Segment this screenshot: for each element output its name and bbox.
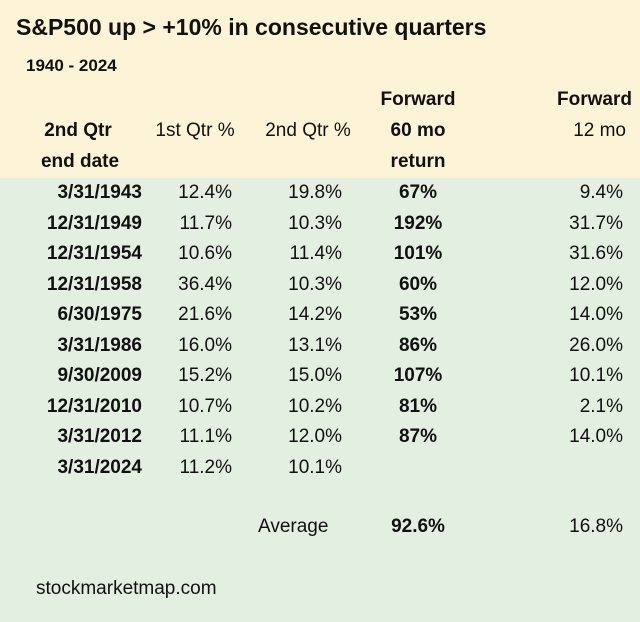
header-band [0, 0, 640, 178]
header-fwd12-line2: 12 mo [573, 120, 626, 141]
cell-q1: 11.1% [179, 426, 232, 447]
cell-fwd12: 2.1% [579, 395, 623, 417]
cell-fwd60: 107% [393, 365, 443, 386]
cell-fwd60: 192% [393, 212, 443, 234]
cell-date: 6/30/1975 [57, 304, 142, 325]
cell-date: 12/31/1954 [46, 243, 142, 264]
cell-date: 3/31/2012 [57, 426, 142, 447]
cell-q1: 10.6% [178, 243, 232, 264]
cell-date: 3/31/2024 [57, 456, 142, 478]
cell-fwd12: 26.0% [569, 334, 623, 356]
average-label: Average [258, 516, 329, 537]
table-row: 12/31/2010 10.7% 10.2% 81% 2.1% [0, 392, 640, 423]
body-band [0, 178, 640, 622]
cell-fwd60: 81% [398, 395, 438, 417]
cell-date: 12/31/1958 [46, 273, 142, 295]
cell-fwd12: 14.0% [569, 304, 623, 325]
cell-fwd12: 9.4% [579, 182, 623, 203]
cell-fwd60: 60% [398, 273, 438, 295]
cell-q2: 10.1% [288, 456, 342, 478]
table-row: 12/31/1954 10.6% 11.4% 101% 31.6% [0, 239, 640, 270]
cell-date: 12/31/1949 [46, 212, 142, 234]
cell-q2: 19.8% [288, 182, 342, 203]
table-row: 12/31/1958 36.4% 10.3% 60% 12.0% [0, 270, 640, 301]
header-fwd60-line1: Forward [380, 89, 456, 110]
table-row: 6/30/1975 21.6% 14.2% 53% 14.0% [0, 300, 640, 331]
cell-fwd60: 67% [398, 182, 438, 203]
header-fwd12-line1: Forward [557, 89, 632, 110]
cell-fwd12: 31.7% [569, 212, 623, 234]
average-fwd12: 16.8% [569, 516, 623, 537]
cell-q2: 12.0% [288, 426, 342, 447]
cell-q1: 15.2% [178, 365, 232, 386]
header-q1: 1st Qtr % [155, 120, 235, 141]
cell-q1: 10.7% [178, 395, 232, 417]
cell-date: 9/30/2009 [57, 365, 142, 386]
data-table: 3/31/1943 12.4% 19.8% 67% 9.4% 12/31/194… [0, 178, 640, 483]
cell-q2: 11.4% [289, 243, 342, 264]
table-row: 3/31/1986 16.0% 13.1% 86% 26.0% [0, 331, 640, 362]
page-subtitle: 1940 - 2024 [26, 56, 117, 75]
table-row: 12/31/1949 11.7% 10.3% 192% 31.7% [0, 209, 640, 240]
cell-q2: 10.3% [288, 212, 342, 234]
cell-fwd12: 10.1% [569, 365, 623, 386]
cell-fwd60: 53% [398, 304, 438, 325]
table-row: 3/31/2024 11.2% 10.1% [0, 453, 640, 484]
cell-fwd60: 101% [393, 243, 443, 264]
cell-q2: 15.0% [288, 365, 342, 386]
page-title: S&P500 up > +10% in consecutive quarters [16, 14, 487, 40]
cell-q2: 14.2% [288, 304, 342, 325]
cell-date: 12/31/2010 [46, 395, 142, 417]
average-fwd60: 92.6% [391, 516, 445, 537]
table-row: 3/31/1943 12.4% 19.8% 67% 9.4% [0, 178, 640, 209]
source-credit: stockmarketmap.com [36, 578, 217, 599]
cell-q2: 10.2% [288, 395, 342, 417]
header-q2: 2nd Qtr % [265, 120, 351, 141]
cell-fwd12: 31.6% [569, 243, 623, 264]
cell-date: 3/31/1943 [57, 182, 142, 203]
cell-q1: 16.0% [178, 334, 232, 356]
header-fwd60-line2: 60 mo [390, 120, 446, 141]
cell-q1: 11.2% [179, 456, 232, 478]
cell-q1: 36.4% [178, 273, 232, 295]
header-date-line1: 2nd Qtr [44, 120, 112, 141]
header-fwd60-line3: return [390, 151, 446, 172]
table-row: 3/31/2012 11.1% 12.0% 87% 14.0% [0, 422, 640, 453]
header-date-line2: end date [40, 151, 120, 172]
cell-q1: 12.4% [178, 182, 232, 203]
cell-fwd12: 14.0% [569, 426, 623, 447]
cell-q2: 13.1% [288, 334, 342, 356]
table-row: 9/30/2009 15.2% 15.0% 107% 10.1% [0, 361, 640, 392]
cell-q1: 21.6% [178, 304, 232, 325]
cell-date: 3/31/1986 [57, 334, 142, 356]
cell-q2: 10.3% [288, 273, 342, 295]
cell-fwd60: 87% [398, 426, 438, 447]
cell-fwd12: 12.0% [569, 273, 623, 295]
cell-q1: 11.7% [179, 212, 232, 234]
cell-fwd60: 86% [398, 334, 438, 356]
